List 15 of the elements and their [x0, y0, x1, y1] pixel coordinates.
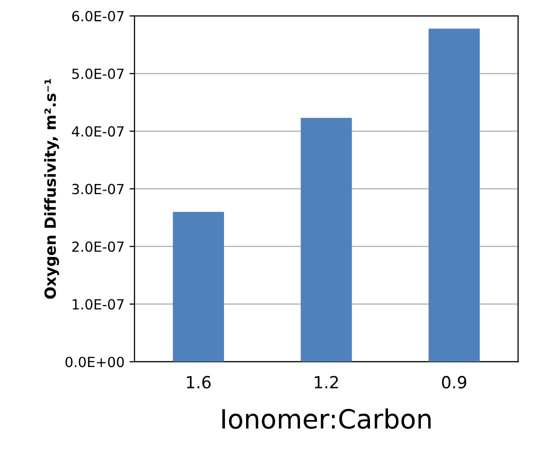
y-tick-label: 1.0E-07 [72, 299, 124, 310]
y-tick-label: 6.0E-07 [72, 10, 124, 22]
bar [172, 212, 224, 362]
x-tick-label: 0.9 [442, 376, 466, 389]
x-tick-label: 1.2 [314, 376, 338, 388]
x-axis-title: Ionomer:Carbon [222, 408, 431, 429]
x-tick-label: 1.6 [187, 376, 211, 389]
y-axis-title: Oxygen Diffusivity, m².s⁻¹ [44, 78, 60, 299]
y-tick-label: 2.0E-07 [72, 241, 124, 252]
y-tick-label: 4.0E-07 [72, 126, 124, 137]
y-tick-label: 5.0E-07 [72, 68, 124, 80]
bar [300, 118, 352, 362]
bar [428, 28, 480, 362]
y-tick-label: 3.0E-07 [72, 184, 124, 194]
y-tick-label: 0.0E+00 [66, 356, 124, 368]
